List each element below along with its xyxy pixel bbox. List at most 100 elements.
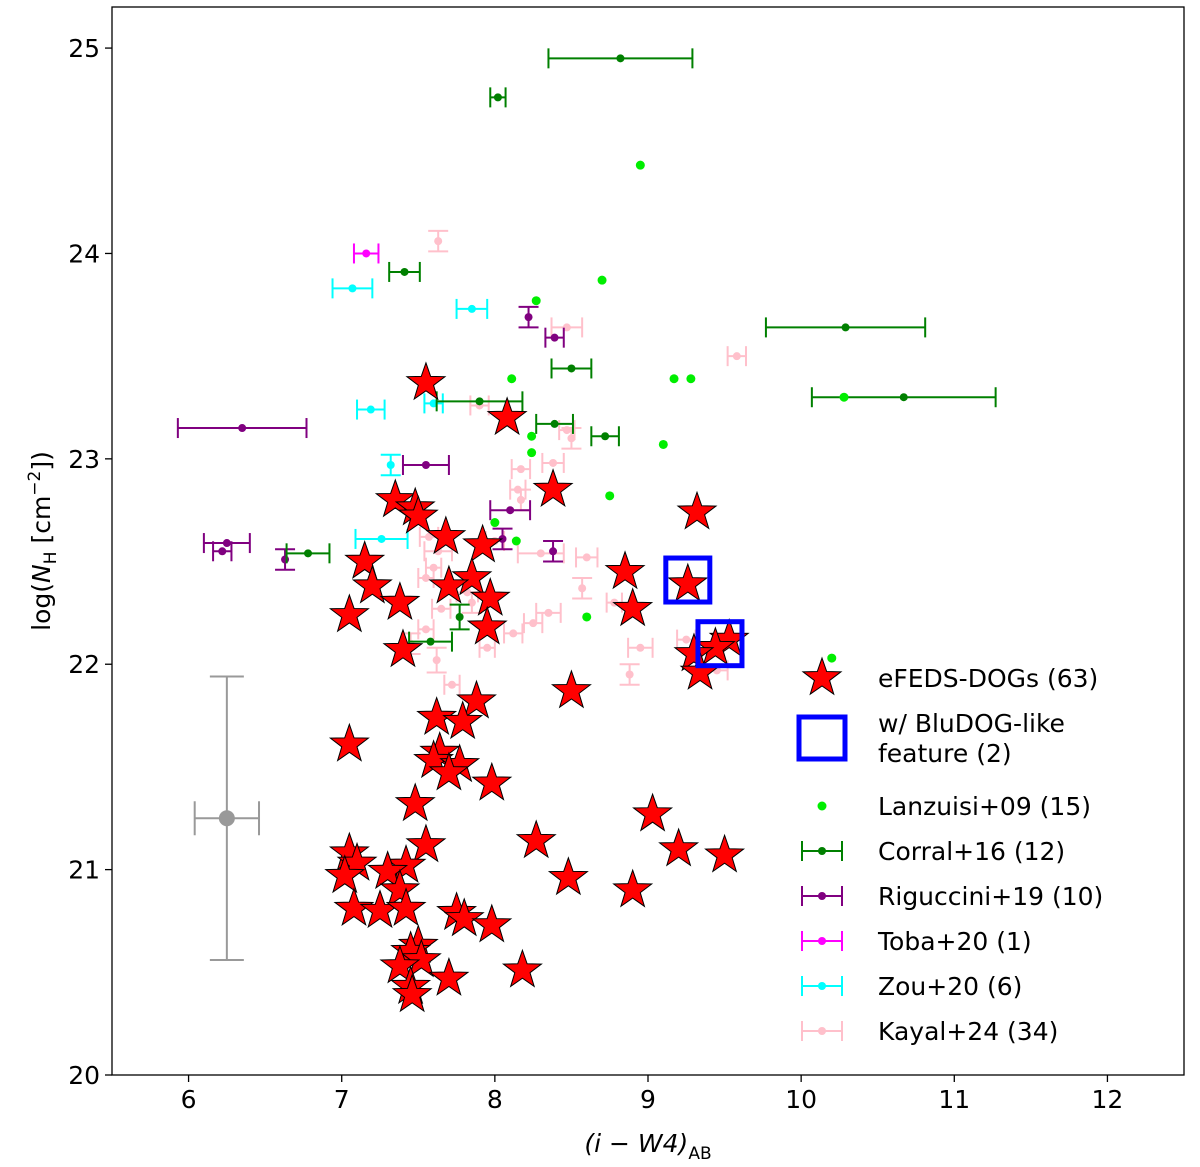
legend-label: Lanzuisi+09 (15): [878, 792, 1091, 821]
kayal-point: [417, 619, 435, 640]
x-axis-label: (i − W4)AB: [584, 1129, 711, 1164]
kayal-point: [461, 591, 482, 614]
kayal-point-marker: [434, 237, 443, 246]
efeds-dog-star: [391, 973, 433, 1013]
efeds-dog-star: [379, 581, 421, 621]
efeds-dog-star: [442, 700, 484, 740]
efeds-dog-star: [367, 850, 409, 890]
efeds-dog-star: [405, 823, 447, 863]
lanzuisi-point: [511, 536, 521, 546]
x-tick-label: 6: [181, 1085, 197, 1114]
y-tick-label: 21: [68, 856, 100, 885]
riguccini-point: [518, 305, 539, 329]
legend-item: Zou+20 (6): [801, 972, 1022, 1001]
kayal-point-marker: [567, 434, 576, 443]
kayal-point-marker: [437, 604, 446, 613]
legend-square-icon: [796, 714, 848, 762]
legend-errorbar-dot: [818, 982, 826, 990]
bludog-square: [695, 619, 745, 669]
legend-item: Riguccini+19 (10): [801, 882, 1103, 911]
efeds-dog-star: [471, 761, 513, 801]
kayal-point-marker: [509, 629, 518, 638]
kayal-point-marker: [516, 495, 525, 504]
kayal-point: [516, 543, 565, 564]
y-axis-label-unit: [cm: [27, 496, 56, 552]
x-axis-label-sub: AB: [688, 1144, 711, 1164]
series-toba: [352, 243, 380, 264]
y-tick-label: 22: [68, 650, 100, 679]
kayal-point-marker: [636, 643, 645, 652]
toba-point-marker: [362, 249, 371, 258]
efeds-dog-star: [379, 868, 421, 908]
riguccini-point-marker: [550, 333, 559, 342]
kayal-point-marker: [732, 352, 741, 361]
corral-point: [489, 87, 507, 108]
y-tick-label: 23: [68, 445, 100, 474]
lanzuisi-point: [827, 653, 837, 663]
x-tick-label: 11: [938, 1085, 970, 1114]
legend: eFEDS-DOGs (63) w/ BluDOG-like feature (2…: [796, 656, 1103, 1046]
kayal-point: [503, 623, 524, 644]
efeds-dog-star: [676, 490, 718, 530]
x-tick-label: 10: [785, 1085, 817, 1114]
efeds-dog-star: [328, 722, 370, 762]
efeds-dog-star: [501, 948, 543, 988]
legend-errorbar-dot: [818, 937, 826, 945]
corral-point-marker: [601, 432, 610, 441]
kayal-point: [627, 637, 654, 658]
kayal-point: [550, 317, 584, 338]
lanzuisi-point: [635, 160, 645, 170]
legend-label: Kayal+24 (34): [878, 1017, 1058, 1046]
kayal-point-marker: [682, 635, 691, 644]
kayal-point: [443, 674, 461, 695]
legend-label: Zou+20 (6): [878, 972, 1022, 1001]
legend-item: Kayal+24 (34): [801, 1017, 1058, 1046]
zou-point-marker: [377, 534, 386, 543]
efeds-dog-star: [466, 605, 508, 645]
kayal-point-marker: [447, 680, 456, 689]
kayal-point: [510, 459, 532, 480]
legend-label: Corral+16 (12): [878, 837, 1065, 866]
efeds-dog-star: [400, 938, 442, 978]
zou-point: [380, 453, 401, 477]
legend-label: Toba+20 (1): [877, 927, 1032, 956]
efeds-dog-star: [397, 494, 439, 534]
y-axis-label-pre: log(: [27, 583, 56, 631]
legend-errorbar-dot: [818, 892, 826, 900]
kayal-point-marker: [536, 549, 545, 558]
zou-point: [455, 298, 489, 319]
y-axis-label: log(NH [cm−2]): [25, 451, 61, 631]
riguccini-point: [492, 527, 513, 551]
kayal-point: [428, 229, 449, 253]
y-axis-label-exp: −2: [25, 471, 45, 496]
riguccini-point: [543, 540, 564, 563]
riguccini-point-marker: [421, 461, 430, 470]
efeds-dog-star: [532, 468, 574, 508]
series-w: [663, 555, 745, 669]
toba-point: [352, 243, 380, 264]
zou-point-marker: [348, 284, 357, 293]
typical-error-bar-marker: [218, 810, 235, 827]
kayal-point-marker: [516, 465, 525, 474]
x-axis-label-main: (i − W4): [584, 1129, 688, 1158]
y-axis-label-sub: H: [41, 552, 61, 565]
efeds-dog-star: [694, 626, 736, 666]
efeds-dog-star: [456, 679, 497, 719]
corral-point-marker: [899, 393, 908, 402]
series-efedsdogs: [324, 361, 750, 1013]
bludog-square: [663, 555, 713, 605]
x-tick-label: 12: [1092, 1085, 1124, 1114]
efeds-dog-star: [379, 944, 421, 984]
efeds-dog-star: [428, 564, 470, 604]
kayal-point: [575, 547, 599, 568]
legend-label: w/ BluDOG-like: [878, 709, 1065, 738]
corral-point-marker: [616, 54, 625, 63]
corral-point-marker: [841, 323, 850, 332]
efeds-dog-star: [469, 576, 511, 616]
legend-item: Corral+16 (12): [801, 837, 1065, 866]
efeds-dog-star: [324, 854, 366, 894]
legend-errorbar-dot: [818, 847, 826, 855]
legend-item: eFEDS-DOGs (63): [801, 656, 1098, 696]
